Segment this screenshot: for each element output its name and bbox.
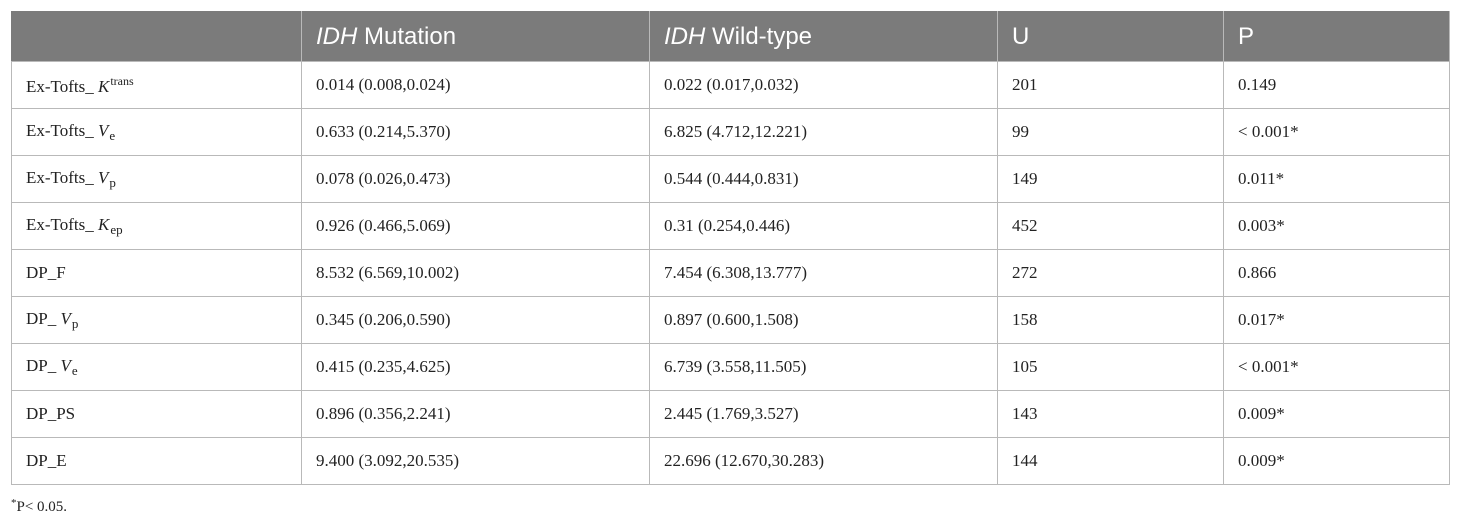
cell-idh-mutation: 8.532 (6.569,10.002) (301, 249, 650, 297)
header-idh-wildtype-text: Wild-type (705, 22, 813, 50)
table-row: DP_ Ve 0.415 (0.235,4.625) 6.739 (3.558,11… (11, 343, 1450, 391)
cell-p: 0.003* (1223, 202, 1450, 250)
cell-idh-wildtype: 6.825 (4.712,12.221) (649, 108, 998, 156)
cell-idh-wildtype: 22.696 (12.670,30.283) (649, 437, 998, 485)
footnote-text: P< 0.05. (16, 499, 68, 515)
row-label-subscript: e (71, 362, 78, 378)
cell-u: 143 (997, 390, 1224, 438)
cell-idh-mutation: 0.078 (0.026,0.473) (301, 155, 650, 203)
header-idh-mutation-italic: IDH (316, 22, 358, 50)
row-label: DP_ Vp (11, 296, 302, 344)
cell-p: 0.149 (1223, 61, 1450, 109)
header-idh-wildtype: IDH Wild-type (649, 11, 998, 62)
row-label-subscript: p (109, 174, 116, 190)
row-label-variable: K (98, 76, 110, 96)
cell-idh-wildtype: 7.454 (6.308,13.777) (649, 249, 998, 297)
cell-idh-mutation: 0.896 (0.356,2.241) (301, 390, 650, 438)
header-idh-mutation: IDH Mutation (301, 11, 650, 62)
cell-idh-mutation: 0.926 (0.466,5.069) (301, 202, 650, 250)
table-row: DP_PS 0.896 (0.356,2.241) 2.445 (1.769,3.5… (11, 390, 1450, 438)
row-label: DP_E (11, 437, 302, 485)
row-label-variable: K (98, 214, 110, 234)
row-label: DP_F (11, 249, 302, 297)
row-label-prefix: DP_ (26, 308, 61, 328)
cell-idh-mutation: 0.633 (0.214,5.370) (301, 108, 650, 156)
row-label: Ex-Tofts_ Ve (11, 108, 302, 156)
cell-idh-mutation: 9.400 (3.092,20.535) (301, 437, 650, 485)
cell-idh-wildtype: 0.022 (0.017,0.032) (649, 61, 998, 109)
header-u-text: U (1012, 22, 1030, 50)
row-label-subscript: ep (110, 221, 123, 237)
cell-u: 144 (997, 437, 1224, 485)
footnote-mark: * (11, 497, 17, 509)
row-label-prefix: Ex-Tofts_ (26, 120, 98, 140)
row-label: Ex-Tofts_ Kep (11, 202, 302, 250)
table-body: Ex-Tofts_ Ktrans 0.014 (0.008,0.024) 0.022… (11, 61, 1450, 485)
cell-idh-wildtype: 0.31 (0.254,0.446) (649, 202, 998, 250)
row-label-superscript: trans (110, 73, 134, 88)
row-label: Ex-Tofts_ Ktrans (11, 61, 302, 109)
cell-p: < 0.001* (1223, 343, 1450, 391)
table-row: Ex-Tofts_ Ktrans 0.014 (0.008,0.024) 0.022… (11, 61, 1450, 109)
row-label-prefix: DP_F (26, 263, 66, 282)
header-idh-mutation-text: Mutation (357, 22, 457, 50)
row-label-subscript: e (109, 127, 116, 143)
row-label-variable: V (98, 167, 109, 187)
cell-p: 0.017* (1223, 296, 1450, 344)
row-label-variable: V (60, 355, 71, 375)
table-row: DP_ Vp 0.345 (0.206,0.590) 0.897 (0.600,1.… (11, 296, 1450, 344)
cell-p: 0.866 (1223, 249, 1450, 297)
row-label: Ex-Tofts_ Vp (11, 155, 302, 203)
footnote: *P< 0.05. (11, 497, 67, 516)
header-p-text: P (1238, 22, 1255, 50)
cell-u: 201 (997, 61, 1224, 109)
row-label-prefix: DP_E (26, 451, 67, 470)
row-label-prefix: DP_ (26, 355, 61, 375)
row-label-prefix: DP_PS (26, 404, 76, 423)
table-row: Ex-Tofts_ Vp 0.078 (0.026,0.473) 0.544 (0.… (11, 155, 1450, 203)
cell-idh-mutation: 0.345 (0.206,0.590) (301, 296, 650, 344)
table-row: Ex-Tofts_ Ve 0.633 (0.214,5.370) 6.825 (4.… (11, 108, 1450, 156)
cell-idh-mutation: 0.415 (0.235,4.625) (301, 343, 650, 391)
row-label-variable: V (98, 120, 109, 140)
header-idh-wildtype-italic: IDH (664, 22, 706, 50)
cell-u: 272 (997, 249, 1224, 297)
cell-u: 99 (997, 108, 1224, 156)
results-table-container: IDH Mutation IDH Wild-type U P Ex-Tofts_… (11, 11, 1450, 485)
cell-idh-wildtype: 2.445 (1.769,3.527) (649, 390, 998, 438)
results-table: IDH Mutation IDH Wild-type U P Ex-Tofts_… (11, 11, 1450, 485)
cell-p: 0.009* (1223, 437, 1450, 485)
cell-u: 452 (997, 202, 1224, 250)
row-label: DP_PS (11, 390, 302, 438)
row-label-prefix: Ex-Tofts_ (26, 167, 98, 187)
cell-idh-wildtype: 0.897 (0.600,1.508) (649, 296, 998, 344)
header-u: U (997, 11, 1224, 62)
header-label-column (11, 11, 302, 62)
header-row: IDH Mutation IDH Wild-type U P (11, 11, 1450, 62)
row-label-subscript: p (71, 315, 79, 331)
table-row: DP_E 9.400 (3.092,20.535) 22.696 (12.670,3… (11, 437, 1450, 485)
cell-idh-wildtype: 0.544 (0.444,0.831) (649, 155, 998, 203)
cell-idh-mutation: 0.014 (0.008,0.024) (301, 61, 650, 109)
header-p: P (1223, 11, 1450, 62)
cell-u: 105 (997, 343, 1224, 391)
cell-p: 0.011* (1223, 155, 1450, 203)
row-label: DP_ Ve (11, 343, 302, 391)
cell-idh-wildtype: 6.739 (3.558,11.505) (649, 343, 998, 391)
table-row: Ex-Tofts_ Kep 0.926 (0.466,5.069) 0.31 (0.… (11, 202, 1450, 250)
row-label-prefix: Ex-Tofts_ (26, 214, 98, 234)
cell-p: 0.009* (1223, 390, 1450, 438)
table-row: DP_F 8.532 (6.569,10.002) 7.454 (6.308,13.… (11, 249, 1450, 297)
row-label-variable: V (60, 308, 71, 328)
row-label-prefix: Ex-Tofts_ (26, 76, 98, 96)
cell-p: < 0.001* (1223, 108, 1450, 156)
cell-u: 149 (997, 155, 1224, 203)
cell-u: 158 (997, 296, 1224, 344)
